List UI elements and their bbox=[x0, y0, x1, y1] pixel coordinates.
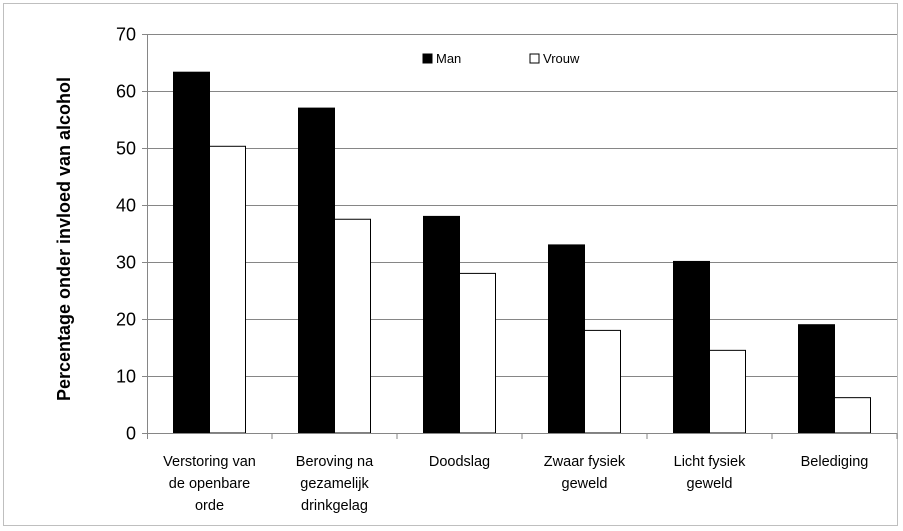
legend-swatch-vrouw bbox=[529, 53, 540, 64]
category-label: orde bbox=[195, 498, 224, 514]
y-tick-label: 60 bbox=[116, 82, 136, 102]
gridlines bbox=[147, 34, 897, 377]
category-label: Belediging bbox=[801, 454, 869, 470]
bar-man bbox=[173, 71, 210, 434]
legend: Man Vrouw bbox=[422, 51, 580, 66]
legend-swatch-man bbox=[422, 53, 433, 64]
bar-vrouw bbox=[334, 218, 371, 434]
y-tick-label: 30 bbox=[116, 253, 136, 273]
category-label: Beroving na bbox=[296, 454, 374, 470]
category-label: Licht fysiek bbox=[674, 454, 746, 470]
bar-vrouw bbox=[584, 329, 621, 434]
bar-vrouw bbox=[459, 272, 496, 434]
category-label: Verstoring van bbox=[163, 454, 256, 470]
category-label: drinkgelag bbox=[301, 498, 368, 514]
bars bbox=[173, 71, 871, 434]
bar-vrouw bbox=[209, 145, 246, 434]
y-axis-title: Percentage onder invloed van alcohol bbox=[54, 77, 74, 401]
y-tick-label: 40 bbox=[116, 196, 136, 216]
category-label: Zwaar fysiek bbox=[544, 454, 626, 470]
category-label: geweld bbox=[562, 476, 608, 492]
legend-label: Vrouw bbox=[543, 51, 580, 66]
axes: 0 10 20 30 40 50 60 70 Verstoring van de openbare… bbox=[116, 25, 898, 514]
category-label: Doodslag bbox=[429, 454, 490, 470]
y-tick-label: 0 bbox=[126, 424, 136, 444]
bar-man bbox=[548, 244, 585, 434]
y-tick-label: 20 bbox=[116, 310, 136, 330]
y-tick-label: 70 bbox=[116, 25, 136, 45]
bar-man bbox=[798, 324, 835, 434]
legend-label: Man bbox=[436, 51, 461, 66]
category-label: geweld bbox=[687, 476, 733, 492]
bar-man bbox=[673, 260, 710, 434]
y-tick-label: 50 bbox=[116, 139, 136, 159]
category-label: gezamelijk bbox=[300, 476, 369, 492]
bar-vrouw bbox=[709, 349, 746, 434]
bar-man bbox=[423, 215, 460, 434]
y-tick-label: 10 bbox=[116, 367, 136, 387]
category-label: de openbare bbox=[169, 476, 250, 492]
bar-man bbox=[298, 107, 335, 434]
bar-vrouw bbox=[834, 397, 871, 434]
